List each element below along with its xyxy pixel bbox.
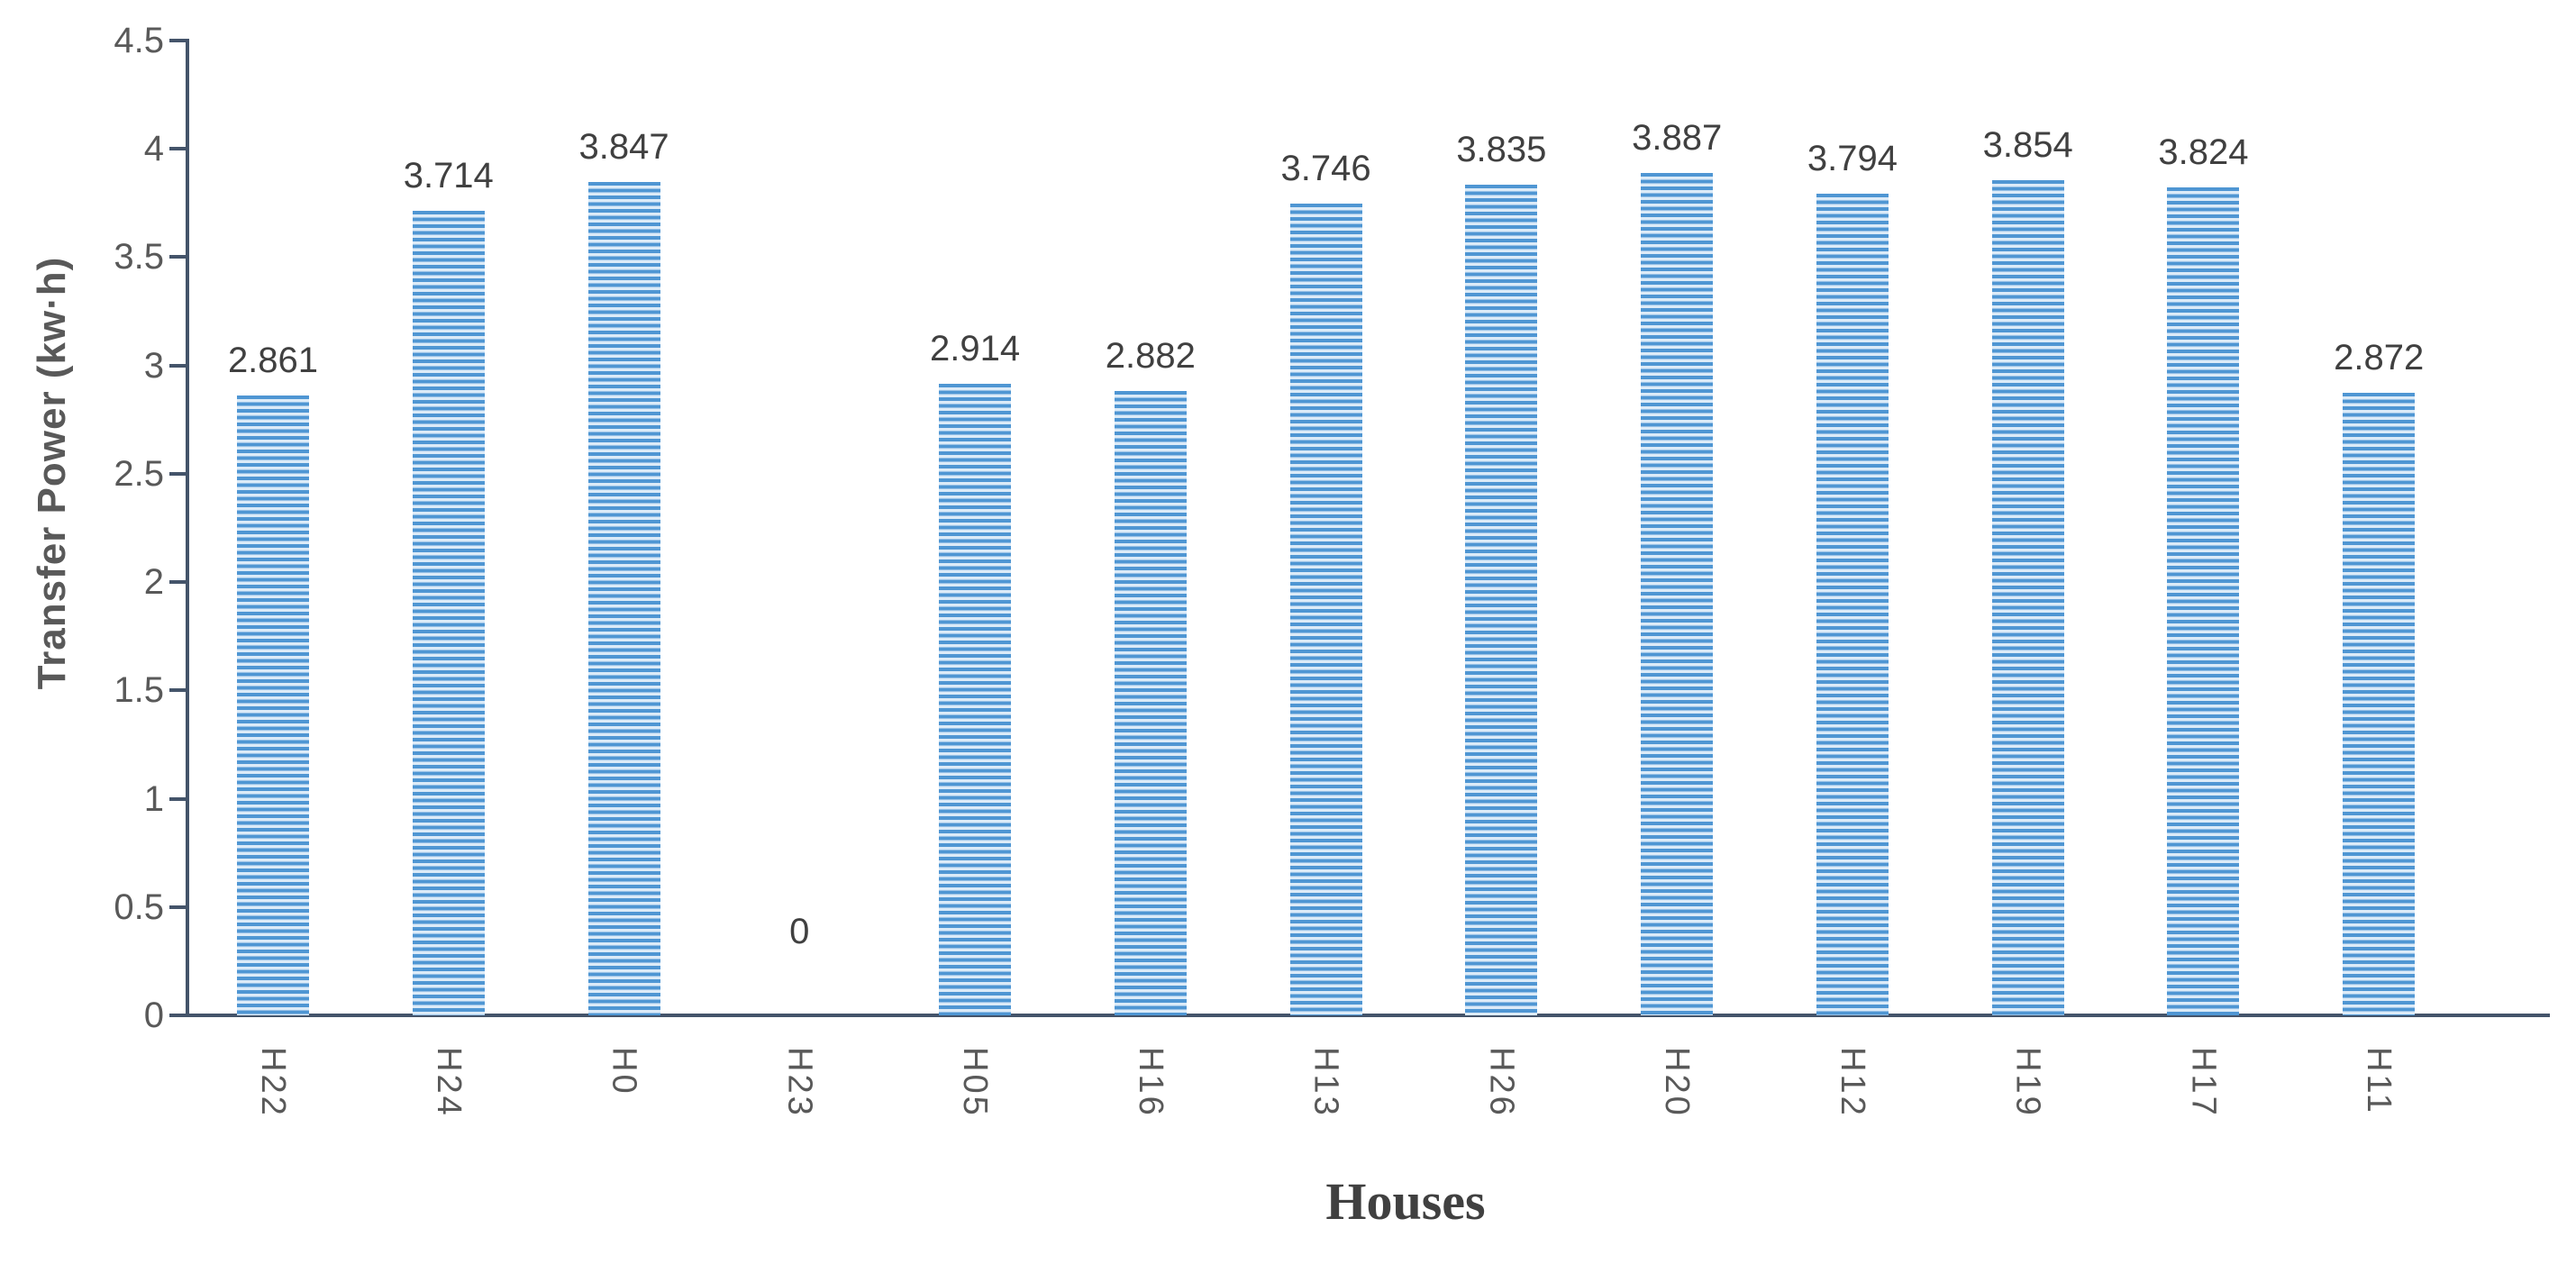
y-tick-label-1: 1 xyxy=(143,778,164,819)
y-tick-mark-3 xyxy=(169,363,189,368)
bar-h13 xyxy=(1289,204,1362,1015)
bar-h12 xyxy=(1816,194,1889,1015)
x-tick-label-h17: H17 xyxy=(2184,1047,2223,1118)
bar-h20 xyxy=(1641,173,1714,1015)
y-tick-mark-1.5 xyxy=(169,688,189,693)
x-tick-label-h12: H12 xyxy=(1833,1047,1871,1118)
value-label-h20: 3.887 xyxy=(1632,118,1723,158)
x-tick-label-h11: H11 xyxy=(2360,1047,2399,1115)
bar-h22 xyxy=(237,396,309,1015)
bar-h11 xyxy=(2343,393,2416,1015)
value-label-h17: 3.824 xyxy=(2158,132,2249,172)
value-label-h12: 3.794 xyxy=(1807,139,1898,178)
x-tick-label-h20: H20 xyxy=(1658,1047,1697,1118)
bar-h16 xyxy=(1114,391,1187,1015)
x-axis-line xyxy=(186,1014,2550,1017)
y-axis-line xyxy=(186,39,189,1017)
value-label-h19: 3.854 xyxy=(1982,125,2073,165)
y-tick-mark-0.5 xyxy=(169,905,189,909)
y-tick-mark-0 xyxy=(169,1014,189,1017)
x-tick-label-h13: H13 xyxy=(1306,1047,1345,1118)
y-tick-mark-3.5 xyxy=(169,255,189,259)
y-tick-mark-4.5 xyxy=(169,39,189,43)
value-label-h05: 2.914 xyxy=(930,329,1021,368)
x-tick-label-h16: H16 xyxy=(1131,1047,1170,1118)
y-tick-label-2.5: 2.5 xyxy=(114,453,164,494)
y-tick-mark-4 xyxy=(169,147,189,151)
x-tick-label-h22: H22 xyxy=(254,1047,292,1118)
x-tick-label-h26: H26 xyxy=(1482,1047,1521,1118)
bar-h0 xyxy=(587,182,660,1015)
value-label-h23: 0 xyxy=(789,912,810,951)
value-label-h26: 3.835 xyxy=(1456,130,1547,169)
bar-h19 xyxy=(1991,180,2064,1015)
x-tick-label-h05: H05 xyxy=(956,1047,995,1118)
x-tick-label-h23: H23 xyxy=(780,1047,819,1118)
value-label-h13: 3.746 xyxy=(1280,149,1371,188)
bar-h26 xyxy=(1465,185,1538,1015)
x-tick-label-h24: H24 xyxy=(429,1047,468,1118)
y-tick-label-1.5: 1.5 xyxy=(114,670,164,711)
y-tick-mark-2.5 xyxy=(169,471,189,476)
value-label-h22: 2.861 xyxy=(227,341,319,380)
bar-h24 xyxy=(412,211,485,1015)
x-tick-label-h19: H19 xyxy=(2008,1047,2047,1118)
y-tick-label-3.5: 3.5 xyxy=(114,237,164,277)
bar-h17 xyxy=(2167,187,2240,1015)
bar-h05 xyxy=(939,384,1012,1015)
y-tick-label-0: 0 xyxy=(143,996,164,1035)
y-tick-mark-1 xyxy=(169,796,189,801)
y-tick-label-4.5: 4.5 xyxy=(114,21,164,61)
y-tick-mark-2 xyxy=(169,580,189,585)
value-label-h24: 3.714 xyxy=(403,156,494,196)
y-tick-label-0.5: 0.5 xyxy=(114,887,164,927)
y-tick-label-3: 3 xyxy=(143,345,164,386)
y-tick-label-4: 4 xyxy=(143,129,164,169)
value-label-h0: 3.847 xyxy=(578,127,669,167)
x-tick-label-h0: H0 xyxy=(605,1047,643,1096)
value-label-h16: 2.882 xyxy=(1105,336,1196,376)
x-axis-title: Houses xyxy=(1325,1172,1486,1231)
value-label-h11: 2.872 xyxy=(2334,338,2425,377)
y-tick-label-2: 2 xyxy=(143,562,164,603)
